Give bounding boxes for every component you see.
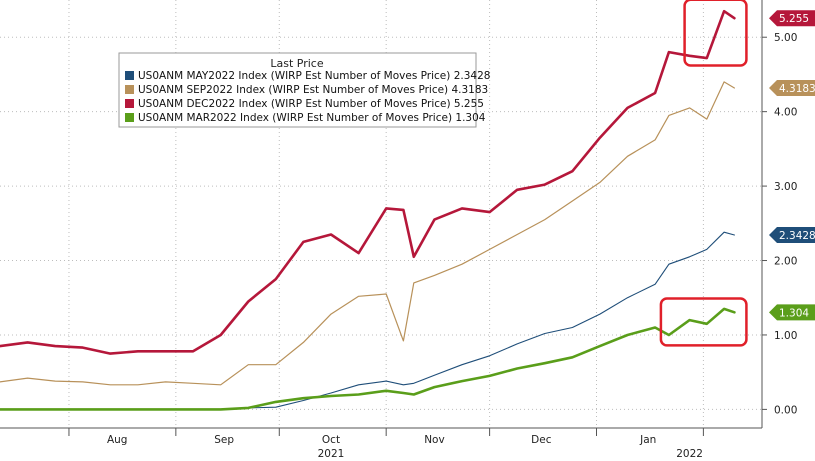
last-price-badge <box>769 79 815 96</box>
y-tick-label: 3.00 <box>774 181 797 193</box>
legend-title: Last Price <box>270 57 323 70</box>
legend-swatch <box>125 85 134 94</box>
last-price-label: 4.3183 <box>779 83 815 95</box>
x-tick-label: Dec <box>531 434 552 446</box>
legend-entry: US0ANM DEC2022 Index (WIRP Est Number of… <box>138 98 484 110</box>
series-line <box>0 81 736 386</box>
series-line <box>0 9 736 355</box>
last-price-badge <box>769 304 815 321</box>
highlight-layer <box>659 0 748 347</box>
legend-swatch <box>125 71 134 80</box>
legend-box <box>118 52 477 128</box>
series-line <box>0 307 736 411</box>
legend-swatch <box>125 113 134 122</box>
y-tick-label: 5.00 <box>774 32 797 44</box>
highlight-box <box>683 0 748 67</box>
legend: Last Price US0ANM MAY2022 Index (WIRP Es… <box>118 52 490 128</box>
x-year-label: 2021 <box>318 448 345 460</box>
y-tick-label: 1.00 <box>774 330 797 342</box>
x-tick-label: Jan <box>639 434 656 446</box>
y-tick-label: 2.00 <box>774 256 797 268</box>
last-price-label: 5.255 <box>779 13 809 25</box>
last-price-badge <box>769 10 815 27</box>
x-tick-label: Aug <box>107 434 128 446</box>
x-tick-label: Sep <box>214 434 234 446</box>
last-price-label: 1.304 <box>779 307 809 319</box>
series-layer <box>0 9 736 411</box>
legend-entry: US0ANM MAR2022 Index (WIRP Est Number of… <box>138 112 486 124</box>
grid-layer <box>0 0 762 428</box>
x-year-label: 2022 <box>676 448 703 460</box>
legend-entry: US0ANM SEP2022 Index (WIRP Est Number of… <box>138 84 488 96</box>
highlight-box <box>659 297 748 347</box>
legend-swatch <box>125 99 134 108</box>
y-tick-label: 0.00 <box>774 404 797 416</box>
y-tick-label: 4.00 <box>774 107 797 119</box>
axis-layer: 0.00 1.00 2.00 3.00 4.00 5.00 Aug Sep Oct Nov Dec J… <box>0 0 797 460</box>
series-line <box>0 231 735 410</box>
legend-entries: US0ANM MAY2022 Index (WIRP Est Number of… <box>125 70 490 124</box>
badge-layer: 2.3428 4.3183 5.255 1.304 <box>769 10 815 321</box>
last-price-label: 2.3428 <box>779 230 815 242</box>
legend-entry: US0ANM MAY2022 Index (WIRP Est Number of… <box>138 70 490 82</box>
x-tick-label: Oct <box>322 434 340 446</box>
last-price-badge <box>769 227 815 244</box>
x-tick-label: Nov <box>424 434 445 446</box>
